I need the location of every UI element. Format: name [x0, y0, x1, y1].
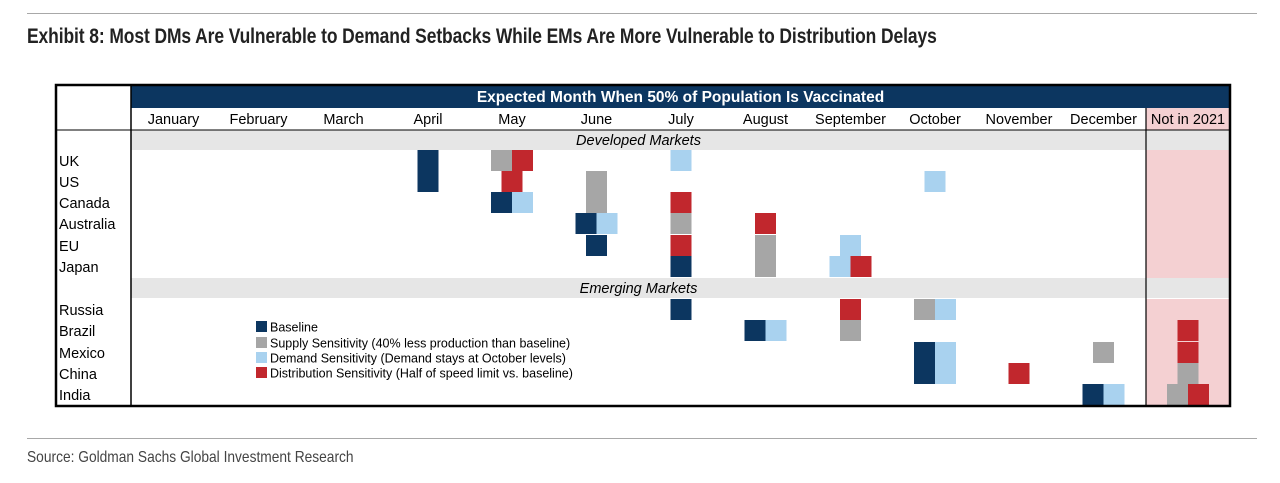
cell-supply [1093, 342, 1114, 363]
cell-baseline [914, 363, 935, 384]
bottom-rule [27, 438, 1257, 439]
cell-distribution [1177, 320, 1199, 341]
not-in-2021-dm-band [1146, 150, 1230, 278]
cell-supply [670, 213, 692, 234]
cell-distribution [1188, 384, 1209, 405]
month-label: January [148, 112, 200, 128]
cell-baseline [491, 192, 512, 213]
month-label: December [1070, 112, 1137, 128]
cell-demand [935, 342, 956, 363]
legend-swatch-distribution [256, 367, 267, 378]
cell-distribution [512, 150, 533, 171]
month-label: May [498, 112, 526, 128]
cell-baseline [417, 171, 439, 192]
cell-demand [596, 213, 618, 234]
cell-supply [1177, 363, 1199, 384]
top-rule [27, 13, 1257, 14]
cell-demand [829, 256, 851, 277]
cell-baseline [575, 213, 597, 234]
country-label: US [59, 175, 79, 191]
country-label: Canada [59, 196, 111, 212]
legend-label-distribution: Distribution Sensitivity (Half of speed … [270, 367, 573, 381]
month-label: April [413, 112, 442, 128]
group-label: Developed Markets [576, 133, 701, 149]
country-label: India [59, 388, 91, 404]
cell-supply [586, 192, 607, 213]
cell-distribution [840, 299, 861, 320]
group-band [131, 278, 1230, 298]
cell-baseline [914, 342, 935, 363]
cell-supply [755, 256, 776, 277]
source-note: Source: Goldman Sachs Global Investment … [27, 449, 354, 466]
cell-demand [935, 299, 956, 320]
group-label: Emerging Markets [580, 281, 698, 297]
month-label: November [986, 112, 1053, 128]
cell-demand [1103, 384, 1125, 405]
month-label: March [323, 112, 363, 128]
cell-distribution [1008, 363, 1030, 384]
header-title: Expected Month When 50% of Population Is… [477, 89, 884, 106]
cell-baseline [670, 256, 692, 277]
cell-baseline [586, 235, 607, 256]
cell-distribution [850, 256, 872, 277]
cell-baseline [1082, 384, 1104, 405]
month-label: October [909, 112, 961, 128]
cell-distribution [755, 213, 776, 234]
cell-baseline [744, 320, 766, 341]
cell-supply [755, 235, 776, 256]
country-label: Japan [59, 260, 99, 276]
country-label: Russia [59, 303, 104, 319]
cell-baseline [670, 299, 692, 320]
cell-demand [670, 150, 692, 171]
not-in-2021-header-band [1146, 108, 1230, 130]
cell-supply [1167, 384, 1188, 405]
country-label: Brazil [59, 324, 95, 340]
legend-swatch-supply [256, 337, 267, 348]
cell-distribution [670, 192, 692, 213]
cell-supply [586, 171, 607, 192]
month-label: Not in 2021 [1151, 112, 1225, 128]
cell-supply [491, 150, 512, 171]
country-label: China [59, 367, 98, 383]
country-label: EU [59, 239, 79, 255]
exhibit-title: Exhibit 8: Most DMs Are Vulnerable to De… [27, 25, 937, 48]
month-label: June [581, 112, 612, 128]
cell-baseline [417, 150, 439, 171]
legend-swatch-demand [256, 352, 267, 363]
month-label: September [815, 112, 886, 128]
cell-demand [924, 171, 946, 192]
cell-distribution [1177, 342, 1199, 363]
country-label: Australia [59, 217, 116, 233]
cell-distribution [670, 235, 692, 256]
legend-label-baseline: Baseline [270, 321, 318, 335]
cell-demand [765, 320, 787, 341]
header-bar [131, 85, 1230, 108]
legend-swatch-baseline [256, 321, 267, 332]
cell-demand [935, 363, 956, 384]
chart-border [54, 83, 1232, 408]
month-label: August [743, 112, 788, 128]
month-label: July [668, 112, 695, 128]
cell-demand [512, 192, 533, 213]
cell-distribution [501, 171, 523, 192]
cell-demand [840, 235, 861, 256]
legend-label-demand: Demand Sensitivity (Demand stays at Octo… [270, 352, 566, 366]
group-band [131, 130, 1230, 150]
month-label: February [229, 112, 288, 128]
cell-supply [840, 320, 861, 341]
country-label: UK [59, 154, 79, 170]
cell-supply [914, 299, 935, 320]
country-label: Mexico [59, 346, 105, 362]
legend-label-supply: Supply Sensitivity (40% less production … [270, 337, 570, 351]
